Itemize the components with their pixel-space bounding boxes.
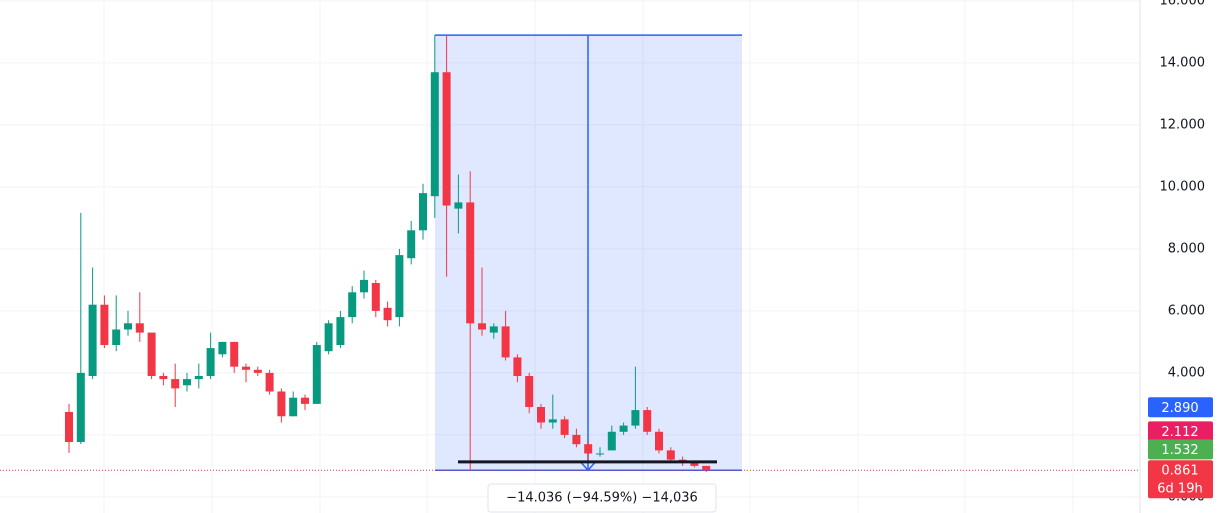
y-tick-label: 10.000 [1160,179,1206,194]
candle-body [277,391,286,417]
candle-body [171,379,180,389]
countdown: 6d 19h [1157,482,1202,497]
candle-body [607,431,616,451]
candle-body [666,450,675,460]
candle-body [478,323,486,330]
candle-body [489,326,498,333]
candle-body [218,341,227,355]
candle-body [360,279,368,293]
candle-body [183,379,191,386]
y-tick-label: 12.000 [1160,117,1206,132]
candle-body [454,202,463,209]
candle-body [419,193,427,231]
y-tick-label: 8.000 [1168,241,1205,256]
candle-body [631,410,640,426]
price-tag-label: 2.890 [1161,401,1198,416]
price-tag [1148,460,1213,499]
candle-body [643,410,652,432]
candle-body [324,323,333,352]
y-tick-label: 4.000 [1168,365,1205,380]
candle-body [348,292,357,318]
candle-body [289,397,298,417]
candle-body [560,419,569,435]
candle-body [548,419,557,423]
price-tag [1148,397,1213,418]
candle-body [407,230,416,259]
measure-label: −14.036 (−94.59%) −14,036 [506,491,698,506]
candle-body [65,411,73,443]
candle-body [124,323,132,330]
price-tag [1148,421,1213,442]
candle-body [76,372,85,443]
candle-body [690,462,699,466]
y-tick-label: 16.000 [1160,0,1206,8]
price-tag [1148,439,1213,460]
price-tag-label: 0.861 [1161,464,1198,479]
candle-body [135,323,144,333]
candle-body [702,465,711,471]
candle-body [312,344,321,404]
candle-body [525,375,534,407]
price-tag-label: 1.532 [1161,443,1198,458]
candle-body [430,72,439,197]
candle-body [655,431,663,451]
candle-body [230,341,239,367]
candle-body [584,444,593,454]
price-tag-label: 2.112 [1161,425,1198,440]
candle-body [112,329,121,345]
candle-body [159,375,168,380]
candle-body [265,372,274,392]
candle-body [88,304,97,376]
candle-body [513,357,522,376]
candle-body [501,326,510,358]
candle-body [395,255,404,318]
y-tick-label: 6.000 [1168,303,1205,318]
candle-body [242,366,250,370]
candle-body [253,369,262,373]
y-tick-label: 14.000 [1160,55,1206,70]
candle-body [442,72,451,206]
candle-body [147,332,156,376]
candle-body [371,283,380,311]
candle-body [596,453,604,455]
candle-body [383,307,392,321]
candle-body [100,304,109,345]
measure-label-box [487,483,717,513]
candle-body [336,317,345,345]
candle-body [466,202,475,324]
candle-body [619,425,628,432]
candle-body [572,434,581,445]
candle-body [194,375,203,380]
candle-body [301,397,309,404]
candle-body [206,348,215,376]
candle-body [537,406,545,423]
